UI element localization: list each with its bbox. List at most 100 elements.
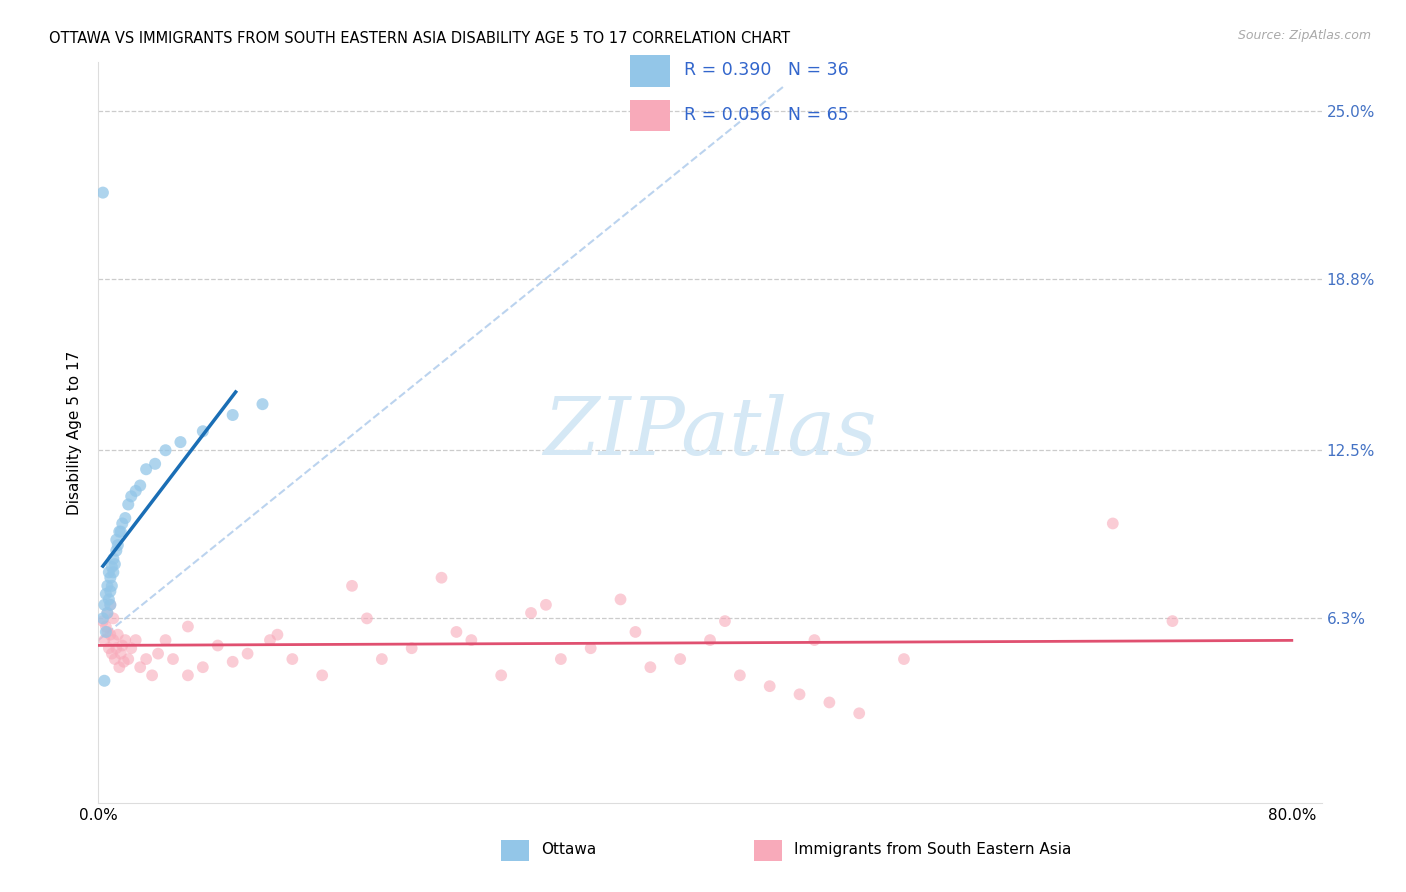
Point — [91, 186, 114, 200]
Point — [520, 606, 543, 620]
Point — [110, 524, 132, 539]
Point — [356, 611, 378, 625]
Point — [101, 647, 124, 661]
Point — [699, 633, 721, 648]
Point — [818, 696, 841, 710]
Point — [789, 687, 811, 701]
Point — [129, 478, 152, 492]
Point — [669, 652, 692, 666]
Point — [460, 633, 482, 648]
Point — [252, 397, 274, 411]
Point — [105, 641, 128, 656]
Point — [489, 668, 512, 682]
Point — [125, 483, 148, 498]
Point — [93, 598, 115, 612]
Point — [96, 624, 118, 639]
Point — [803, 633, 825, 648]
Bar — [630, 100, 669, 131]
Text: R = 0.390   N = 36: R = 0.390 N = 36 — [685, 62, 849, 79]
Point — [266, 628, 288, 642]
Point — [728, 668, 751, 682]
Point — [97, 592, 120, 607]
Point — [207, 639, 229, 653]
Point — [112, 655, 135, 669]
Point — [1101, 516, 1123, 531]
Text: Immigrants from South Eastern Asia: Immigrants from South Eastern Asia — [794, 842, 1071, 856]
Text: OTTAWA VS IMMIGRANTS FROM SOUTH EASTERN ASIA DISABILITY AGE 5 TO 17 CORRELATION : OTTAWA VS IMMIGRANTS FROM SOUTH EASTERN … — [49, 31, 790, 46]
Point — [94, 624, 117, 639]
Point — [191, 424, 214, 438]
Point — [146, 647, 169, 661]
Point — [105, 543, 128, 558]
Point — [108, 660, 131, 674]
Point — [446, 624, 468, 639]
Point — [117, 498, 139, 512]
Point — [98, 598, 121, 612]
Point — [579, 641, 602, 656]
Point — [340, 579, 363, 593]
Point — [162, 652, 184, 666]
Point — [96, 579, 118, 593]
Point — [640, 660, 662, 674]
Point — [177, 619, 200, 633]
Point — [129, 660, 152, 674]
Text: Ottawa: Ottawa — [541, 842, 596, 856]
Point — [107, 538, 129, 552]
Bar — [630, 55, 669, 87]
Point — [117, 652, 139, 666]
Text: ZIPatlas: ZIPatlas — [543, 394, 877, 471]
Point — [96, 606, 118, 620]
Text: Source: ZipAtlas.com: Source: ZipAtlas.com — [1237, 29, 1371, 42]
Point — [104, 557, 127, 571]
Point — [259, 633, 281, 648]
Point — [221, 655, 243, 669]
Point — [135, 652, 157, 666]
Point — [371, 652, 394, 666]
Point — [96, 606, 118, 620]
Point — [91, 611, 114, 625]
Point — [221, 408, 243, 422]
Point — [108, 524, 131, 539]
Point — [624, 624, 647, 639]
Point — [111, 639, 134, 653]
Point — [120, 489, 142, 503]
Point — [236, 647, 259, 661]
Point — [93, 673, 115, 688]
Point — [401, 641, 423, 656]
Point — [114, 511, 136, 525]
Point — [111, 516, 134, 531]
Point — [155, 443, 177, 458]
Y-axis label: Disability Age 5 to 17: Disability Age 5 to 17 — [67, 351, 83, 515]
Point — [97, 641, 120, 656]
Point — [94, 587, 117, 601]
Point — [1161, 614, 1184, 628]
Point — [103, 633, 125, 648]
Point — [714, 614, 737, 628]
Point — [91, 614, 114, 628]
Point — [101, 559, 124, 574]
Point — [125, 633, 148, 648]
Point — [114, 633, 136, 648]
Point — [609, 592, 631, 607]
Point — [98, 571, 121, 585]
Point — [311, 668, 333, 682]
Point — [141, 668, 163, 682]
Point — [103, 551, 125, 566]
Point — [848, 706, 870, 721]
Point — [135, 462, 157, 476]
Point — [143, 457, 166, 471]
Point — [107, 628, 129, 642]
Point — [104, 652, 127, 666]
Point — [103, 566, 125, 580]
Point — [155, 633, 177, 648]
Point — [94, 619, 117, 633]
Point — [177, 668, 200, 682]
Point — [758, 679, 780, 693]
Point — [534, 598, 557, 612]
Point — [103, 611, 125, 625]
Point — [93, 633, 115, 648]
Point — [110, 647, 132, 661]
Point — [430, 571, 453, 585]
Point — [98, 598, 121, 612]
Point — [101, 579, 124, 593]
